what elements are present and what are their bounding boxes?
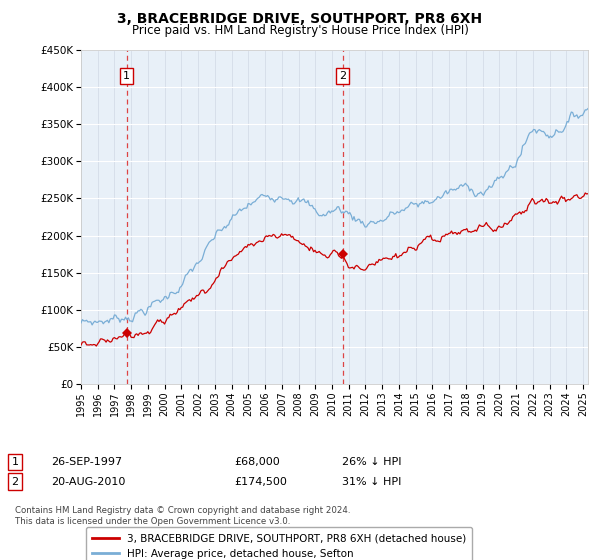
Legend: 3, BRACEBRIDGE DRIVE, SOUTHPORT, PR8 6XH (detached house), HPI: Average price, d: 3, BRACEBRIDGE DRIVE, SOUTHPORT, PR8 6XH… <box>86 527 472 560</box>
Text: 3, BRACEBRIDGE DRIVE, SOUTHPORT, PR8 6XH: 3, BRACEBRIDGE DRIVE, SOUTHPORT, PR8 6XH <box>118 12 482 26</box>
Text: Contains HM Land Registry data © Crown copyright and database right 2024.
This d: Contains HM Land Registry data © Crown c… <box>15 506 350 526</box>
Text: £174,500: £174,500 <box>234 477 287 487</box>
Text: 26% ↓ HPI: 26% ↓ HPI <box>342 457 401 467</box>
Text: 1: 1 <box>11 457 19 467</box>
Text: 20-AUG-2010: 20-AUG-2010 <box>51 477 125 487</box>
Text: 26-SEP-1997: 26-SEP-1997 <box>51 457 122 467</box>
Text: £68,000: £68,000 <box>234 457 280 467</box>
Text: 31% ↓ HPI: 31% ↓ HPI <box>342 477 401 487</box>
Text: 1: 1 <box>123 71 130 81</box>
Text: Price paid vs. HM Land Registry's House Price Index (HPI): Price paid vs. HM Land Registry's House … <box>131 24 469 37</box>
Text: 2: 2 <box>339 71 346 81</box>
Text: 2: 2 <box>11 477 19 487</box>
